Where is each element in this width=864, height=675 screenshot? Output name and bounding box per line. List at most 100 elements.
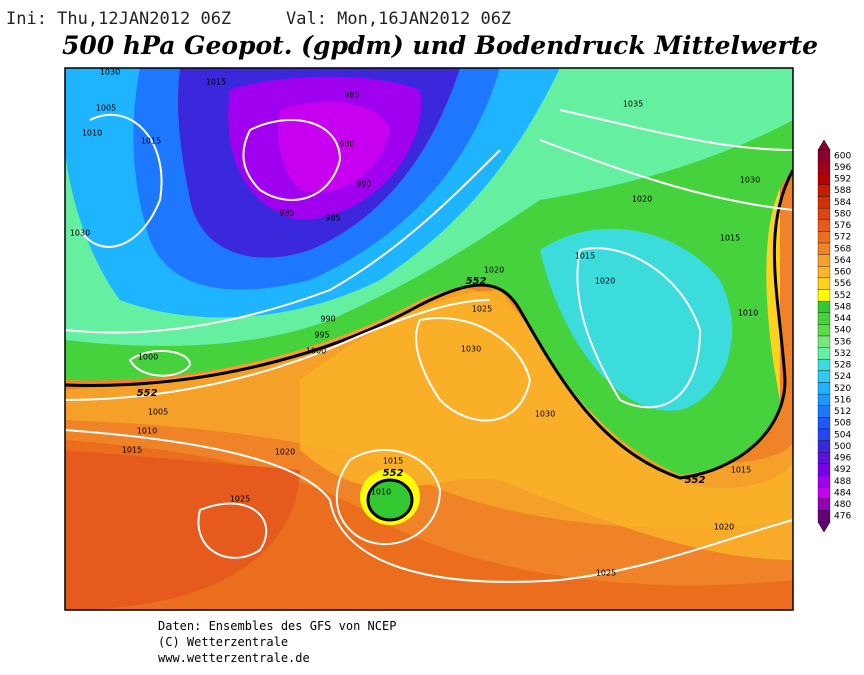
colorbar-label: 600 — [834, 151, 851, 161]
colorbar-swatch — [817, 219, 831, 232]
isobar-label: 1020 — [632, 195, 652, 204]
isobar-label: 1010 — [82, 129, 102, 138]
isobar-label: 985 — [325, 214, 340, 223]
isobar-label: 1025 — [596, 569, 616, 578]
isobar-label: 1010 — [738, 309, 758, 318]
colorbar-label: 584 — [834, 198, 851, 208]
colorbar-swatch — [817, 428, 831, 441]
colorbar-label: 480 — [834, 500, 851, 510]
colorbar-label: 580 — [834, 209, 851, 219]
isobar-label: 1005 — [96, 104, 116, 113]
isobar-label: 1005 — [148, 408, 168, 417]
colorbar-label: 520 — [834, 384, 851, 394]
colorbar-swatch — [817, 196, 831, 209]
colorbar-label: 552 — [834, 291, 851, 301]
colorbar-label: 592 — [834, 175, 851, 185]
isobar-label: 995 — [314, 331, 329, 340]
colorbar-label: 528 — [834, 361, 851, 371]
colorbar-end — [817, 139, 831, 151]
isobar-label: 1015 — [720, 234, 740, 243]
map-title: 500 hPa Geopot. (gpdm) und Bodendruck Mi… — [62, 31, 818, 60]
colorbar-swatch — [817, 242, 831, 255]
isobar-label: 1035 — [623, 100, 643, 109]
colorbar-label: 588 — [834, 186, 851, 196]
colorbar-swatch — [817, 289, 831, 302]
colorbar-swatch — [817, 405, 831, 418]
colorbar-label: 512 — [834, 407, 851, 417]
colorbar-label: 536 — [834, 337, 851, 347]
isobar-label: 1015 — [575, 252, 595, 261]
contour-552-label: 552 — [383, 468, 404, 479]
colorbar-label: 476 — [834, 512, 851, 522]
isobar-label: 1030 — [461, 345, 481, 354]
isobar-label: 1010 — [137, 427, 157, 436]
colorbar-label: 560 — [834, 268, 851, 278]
contour-552-label: 552 — [685, 475, 706, 486]
colorbar-label: 572 — [834, 233, 851, 243]
isobar-label: 1030 — [70, 229, 90, 238]
colorbar-label: 556 — [834, 279, 851, 289]
isobar-label: 1030 — [100, 68, 120, 77]
colorbar-end — [817, 521, 831, 533]
colorbar-swatch — [817, 231, 831, 244]
isobar-label: 1020 — [595, 277, 615, 286]
colorbar-swatch — [817, 510, 831, 523]
colorbar-swatch — [817, 452, 831, 465]
isobar-label: 1020 — [275, 448, 295, 457]
colorbar-swatch — [817, 300, 831, 313]
map-field — [65, 68, 793, 610]
isobar-label: 1015 — [206, 78, 226, 87]
colorbar-label: 524 — [834, 372, 851, 382]
isobar-label: 1030 — [740, 176, 760, 185]
isobar-label: 1020 — [714, 523, 734, 532]
colorbar-swatch — [817, 486, 831, 499]
colorbar-label: 568 — [834, 244, 851, 254]
colorbar-swatch — [817, 184, 831, 197]
colorbar-label: 488 — [834, 477, 851, 487]
colorbar-swatch — [817, 475, 831, 488]
colorbar-swatch — [817, 359, 831, 372]
isobar-label: 1010 — [371, 488, 391, 497]
isobar-label: 1030 — [535, 410, 555, 419]
colorbar-swatch — [817, 266, 831, 279]
isobar-label: 980 — [339, 140, 354, 149]
colorbar-label: 516 — [834, 395, 851, 405]
colorbar-label: 484 — [834, 488, 851, 498]
colorbar-label: 576 — [834, 221, 851, 231]
colorbar-swatch — [817, 277, 831, 290]
footer-line: Daten: Ensembles des GFS von NCEP — [158, 619, 396, 633]
colorbar-label: 492 — [834, 465, 851, 475]
colorbar-swatch — [817, 335, 831, 348]
isobar-label: 1025 — [472, 305, 492, 314]
colorbar-swatch — [817, 347, 831, 360]
map-frame — [64, 67, 794, 611]
colorbar-label: 548 — [834, 302, 851, 312]
isobar-label: 1000 — [306, 347, 326, 356]
colorbar-swatch — [817, 382, 831, 395]
colorbar-label: 544 — [834, 314, 851, 324]
colorbar-label: 496 — [834, 454, 851, 464]
valid-time: Val: Mon,16JAN2012 06Z — [286, 9, 511, 29]
colorbar-label: 500 — [834, 442, 851, 452]
contour-552-label: 552 — [466, 276, 487, 287]
footer-line: (C) Wetterzentrale — [158, 635, 288, 649]
colorbar-swatch — [817, 173, 831, 186]
colorbar-swatch — [817, 370, 831, 383]
isobar-label: 1000 — [138, 353, 158, 362]
contour-552-label: 552 — [137, 388, 158, 399]
colorbar-label: 540 — [834, 326, 851, 336]
colorbar-label: 508 — [834, 419, 851, 429]
colorbar-swatch — [817, 324, 831, 337]
colorbar-swatch — [817, 393, 831, 406]
isobar-label: 985 — [344, 91, 359, 100]
colorbar-swatch — [817, 312, 831, 325]
isobar-label: 1015 — [122, 446, 142, 455]
colorbar: 6005965925885845805765725685645605565525… — [817, 139, 851, 533]
pressure-labels: 1030 1015 1005 1010 1015 1030 985 980 99… — [70, 68, 760, 578]
colorbar-swatch — [817, 498, 831, 511]
init-time: Ini: Thu,12JAN2012 06Z — [6, 9, 231, 29]
colorbar-swatch — [817, 254, 831, 267]
colorbar-swatch — [817, 207, 831, 220]
isobar-label: 1015 — [141, 137, 161, 146]
